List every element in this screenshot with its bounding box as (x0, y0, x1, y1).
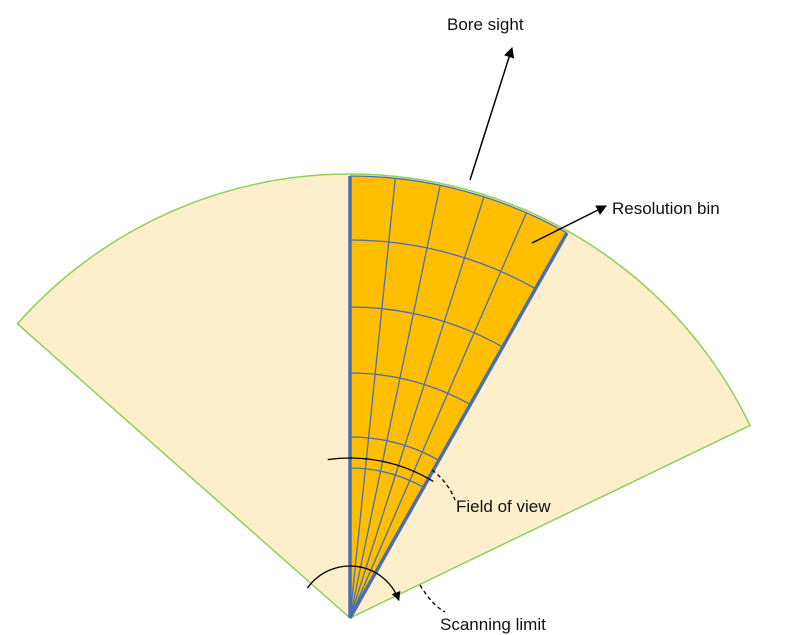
field-of-view-arc (327, 457, 434, 482)
resolution-grid (349, 175, 568, 619)
grid-line (349, 239, 536, 290)
resolution-bin-label: Resolution bin (612, 199, 720, 218)
grid-line (349, 212, 527, 619)
grid-line (349, 306, 503, 348)
grid-line (349, 196, 485, 619)
field-of-view-label: Field of view (456, 497, 551, 516)
grid-line (349, 185, 441, 619)
grid-line (349, 178, 396, 619)
field-of-view-leader (431, 469, 456, 501)
field-of-view-edge (348, 176, 569, 619)
grid-line (349, 372, 471, 406)
scanning-limit-label: Scanning limit (440, 615, 546, 634)
resolution-bin-arrow (531, 205, 607, 244)
scanning-limit-arc (306, 565, 401, 602)
grid-line (349, 175, 568, 234)
scanning-limit-leader (419, 584, 446, 613)
bore-sight-label: Bore sight (447, 15, 524, 34)
grid-line (349, 467, 424, 488)
field-of-view-sector (350, 176, 567, 618)
grid-line (349, 436, 440, 461)
bore-sight-arrow (469, 46, 515, 181)
